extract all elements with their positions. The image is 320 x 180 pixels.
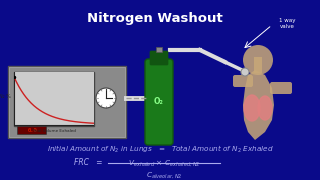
Circle shape bbox=[96, 88, 116, 108]
FancyBboxPatch shape bbox=[14, 72, 94, 126]
FancyBboxPatch shape bbox=[156, 47, 162, 52]
Text: 0.0: 0.0 bbox=[27, 128, 37, 133]
Text: 1 way
valve: 1 way valve bbox=[279, 18, 295, 29]
Text: V$_{exhaled}$ × C$_{exhaled,N2}$: V$_{exhaled}$ × C$_{exhaled,N2}$ bbox=[128, 158, 200, 168]
Text: N₂ %: N₂ % bbox=[0, 94, 11, 99]
Text: Initial Amount of N$_2$ in Lungs   =   Total Amount of N$_2$ Exhaled: Initial Amount of N$_2$ in Lungs = Total… bbox=[46, 144, 274, 155]
Ellipse shape bbox=[258, 96, 272, 120]
Text: O₂: O₂ bbox=[154, 98, 164, 107]
Text: C$_{alveolar,N2}$: C$_{alveolar,N2}$ bbox=[146, 170, 182, 180]
Circle shape bbox=[241, 68, 249, 76]
FancyBboxPatch shape bbox=[8, 66, 126, 138]
Text: Nitrogen Washout: Nitrogen Washout bbox=[87, 12, 223, 25]
FancyBboxPatch shape bbox=[145, 59, 173, 145]
FancyBboxPatch shape bbox=[270, 82, 292, 94]
FancyBboxPatch shape bbox=[18, 127, 46, 134]
Text: FRC   =: FRC = bbox=[74, 158, 102, 167]
FancyBboxPatch shape bbox=[233, 75, 253, 87]
Polygon shape bbox=[243, 70, 274, 140]
Circle shape bbox=[243, 45, 273, 75]
Text: Total Volume Exhaled: Total Volume Exhaled bbox=[32, 129, 76, 133]
FancyBboxPatch shape bbox=[254, 57, 262, 73]
Ellipse shape bbox=[244, 95, 260, 121]
FancyBboxPatch shape bbox=[150, 51, 168, 65]
